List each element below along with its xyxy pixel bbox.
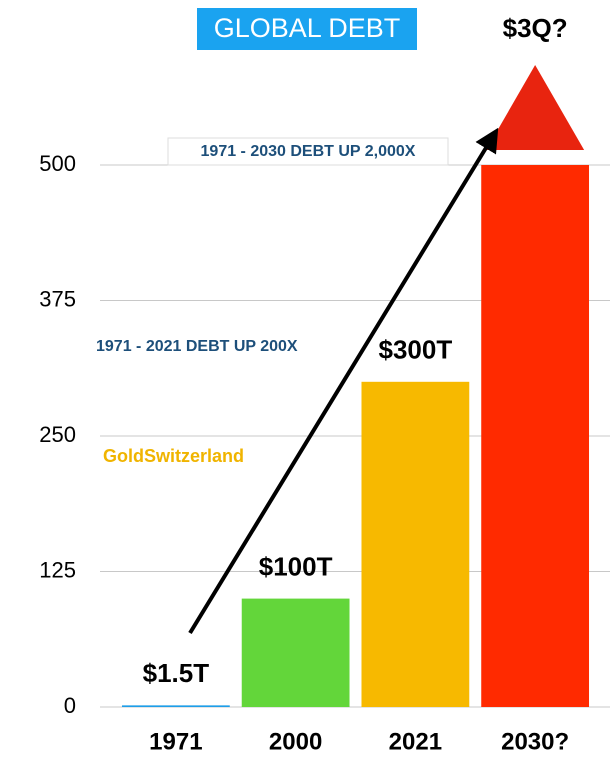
annotation: 1971 - 2021 DEBT UP 200X [96, 338, 298, 355]
bar [121, 705, 230, 707]
x-tick-label: 1971 [149, 728, 202, 755]
bar [361, 381, 470, 707]
bar [241, 598, 350, 707]
value-label: $100T [259, 551, 333, 581]
title-box [197, 8, 417, 50]
labels: 0 125 250 375 500 1971 $1.5T 2000 $100T 2021 $300T… [39, 13, 585, 755]
x-tick-label: 2021 [389, 728, 442, 755]
value-label: $1.5T [143, 658, 210, 688]
bars [121, 165, 590, 707]
y-tick-label: 0 [64, 693, 76, 718]
watermark: GoldSwitzerland [103, 446, 244, 466]
annotation: 1971 - 2030 DEBT UP 2,000X [201, 143, 416, 160]
x-tick-label: 2030? [501, 728, 569, 755]
y-tick-label: 125 [39, 557, 76, 582]
value-label: $3Q? [503, 13, 568, 43]
bar [481, 165, 590, 707]
value-label: $300T [379, 335, 453, 365]
trend-arrow [188, 127, 499, 635]
y-tick-label: 250 [39, 422, 76, 447]
chart-title: GLOBAL DEBT [214, 13, 401, 43]
x-tick-label: 2000 [269, 728, 322, 755]
annotation-box [167, 137, 449, 166]
overflow-indicator [486, 65, 585, 150]
y-tick-label: 500 [39, 151, 76, 176]
y-tick-label: 375 [39, 286, 76, 311]
